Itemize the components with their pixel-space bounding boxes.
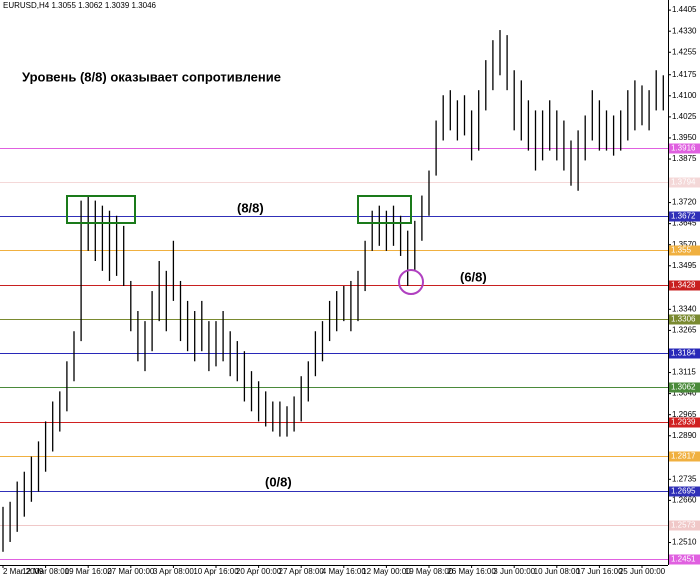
level-label-box <box>669 348 700 359</box>
y-tick-label: 1.2510 <box>672 538 697 547</box>
y-tick-label: 1.3040 <box>672 389 697 398</box>
y-tick-label: 1.3950 <box>672 133 697 142</box>
level-label-box <box>669 245 700 256</box>
level-label-box <box>669 177 700 188</box>
y-tick-label: 1.3495 <box>672 261 697 270</box>
x-tick-label: 2 Mar 2009 <box>3 567 44 576</box>
x-tick-label: 19 Mar 16:00 <box>65 567 113 576</box>
level-label-box <box>669 451 700 462</box>
level-label-box <box>669 417 700 428</box>
annotation: (8/8) <box>237 200 264 215</box>
y-tick-label: 1.4330 <box>672 26 697 35</box>
y-tick-label: 1.2735 <box>672 474 697 483</box>
y-tick-label: 1.3265 <box>672 326 697 335</box>
level-label-box <box>669 143 700 154</box>
x-tick-label: 27 Apr 08:00 <box>279 567 325 576</box>
level-label: 1.3916 <box>671 144 696 153</box>
level-label-box <box>669 280 700 291</box>
x-tick-label: 3 Jun 00:00 <box>493 567 535 576</box>
level-label-box <box>669 314 700 325</box>
level-label-box <box>669 486 700 497</box>
x-tick-label: 12 Mar 08:00 <box>22 567 70 576</box>
level-label: 1.2939 <box>671 418 696 427</box>
level-label: 1.3672 <box>671 212 696 221</box>
level-label: 1.3794 <box>671 178 696 187</box>
level-label: 1.2451 <box>671 555 696 564</box>
highlight-circle <box>398 269 424 295</box>
level-label: 1.2695 <box>671 487 696 496</box>
chart-title: EURUSD,H4 1.3055 1.3062 1.3039 1.3046 <box>3 1 157 10</box>
x-tick-label: 27 Mar 00:00 <box>107 567 155 576</box>
x-tick-label: 17 Jun 16:00 <box>576 567 623 576</box>
x-tick-label: 19 May 08:00 <box>405 567 454 576</box>
level-label-box <box>669 554 700 565</box>
y-tick-label: 1.4175 <box>672 70 697 79</box>
y-tick-label: 1.3645 <box>672 219 697 228</box>
level-label: 1.3062 <box>671 383 696 392</box>
y-tick-label: 1.4025 <box>672 112 697 121</box>
x-tick-label: 25 Jun 00:00 <box>619 567 666 576</box>
x-tick-label: 3 Apr 08:00 <box>153 567 194 576</box>
annotation: (6/8) <box>460 269 487 284</box>
x-tick-label: 20 Apr 00:00 <box>236 567 282 576</box>
x-tick-label: 10 Jun 08:00 <box>534 567 581 576</box>
y-tick-label: 1.3340 <box>672 304 697 313</box>
x-tick-label: 26 May 16:00 <box>447 567 496 576</box>
y-tick-label: 1.2660 <box>672 495 697 504</box>
y-tick-label: 1.3720 <box>672 198 697 207</box>
level-label-box <box>669 520 700 531</box>
bars <box>2 30 664 552</box>
annotation: (0/8) <box>265 474 292 489</box>
level-label: 1.2573 <box>671 521 696 530</box>
y-tick-label: 1.4100 <box>672 91 697 100</box>
level-label: 1.355 <box>671 246 692 255</box>
levels <box>0 148 668 560</box>
highlight-box <box>357 195 412 224</box>
level-label-box <box>669 382 700 393</box>
x-tick-label: 12 May 00:00 <box>362 567 411 576</box>
x-tick-label: 4 May 16:00 <box>322 567 367 576</box>
annotation: Уровень (8/8) оказывает сопротивление <box>22 69 281 84</box>
x-tick-label: 10 Apr 16:00 <box>193 567 239 576</box>
highlight-box <box>66 195 136 224</box>
y-tick-label: 1.3875 <box>672 154 697 163</box>
level-label: 1.3306 <box>671 315 696 324</box>
y-tick-label: 1.4405 <box>672 5 697 14</box>
level-label: 1.2817 <box>671 452 696 461</box>
y-tick-label: 1.2890 <box>672 431 697 440</box>
level-label: 1.3428 <box>671 281 696 290</box>
y-tick-label: 1.3570 <box>672 240 697 249</box>
y-tick-label: 1.3115 <box>672 368 696 377</box>
y-tick-label: 1.2965 <box>672 410 697 419</box>
y-tick-label: 1.4255 <box>672 47 697 56</box>
level-label: 1.3184 <box>671 349 696 358</box>
level-label-box <box>669 211 700 222</box>
